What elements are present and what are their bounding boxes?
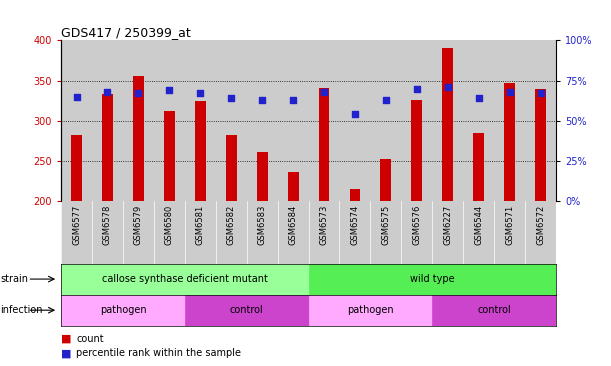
Text: GSM6580: GSM6580 [165,204,174,244]
Text: pathogen: pathogen [100,305,146,315]
Point [381,97,391,103]
Point [443,84,453,90]
Text: GSM6227: GSM6227 [443,204,452,244]
Bar [247,40,277,201]
Bar [164,111,175,201]
Bar [401,201,433,264]
Text: GSM6576: GSM6576 [412,204,422,245]
Text: pathogen: pathogen [347,305,393,315]
Text: control: control [230,305,263,315]
Bar [494,40,525,201]
Point [134,90,144,96]
Text: count: count [76,333,104,344]
Point [71,94,81,100]
Text: control: control [477,305,511,315]
Bar [309,264,556,295]
Text: GSM6575: GSM6575 [381,204,390,244]
Bar [309,295,433,326]
Point [505,89,514,95]
Text: callose synthase deficient mutant: callose synthase deficient mutant [102,274,268,284]
Text: ■: ■ [61,333,71,344]
Bar [309,40,340,201]
Bar [318,88,329,201]
Text: GSM6544: GSM6544 [474,204,483,244]
Bar [525,40,556,201]
Text: GSM6581: GSM6581 [196,204,205,244]
Bar [535,89,546,201]
Text: GSM6571: GSM6571 [505,204,514,244]
Point [474,95,483,101]
Bar [474,133,484,201]
Point [164,87,174,93]
Bar [257,152,268,201]
Bar [277,40,309,201]
Bar [442,48,453,201]
Bar [154,201,185,264]
Bar [340,40,370,201]
Text: infection: infection [1,305,43,315]
Point [412,86,422,92]
Point [257,97,267,103]
Point [103,89,112,95]
Bar [71,135,82,201]
Point [319,89,329,95]
Bar [463,40,494,201]
Bar [309,201,340,264]
Bar [277,201,309,264]
Bar [92,40,123,201]
Text: GSM6579: GSM6579 [134,204,143,244]
Bar [195,101,206,201]
Bar [154,40,185,201]
Text: strain: strain [1,274,29,284]
Point [196,90,205,96]
Text: GSM6578: GSM6578 [103,204,112,245]
Bar [61,201,92,264]
Point [288,97,298,103]
Bar [370,201,401,264]
Text: GSM6584: GSM6584 [288,204,298,244]
Bar [504,83,515,201]
Bar [525,201,556,264]
Bar [123,40,154,201]
Bar [216,201,247,264]
Bar [61,264,309,295]
Bar [185,201,216,264]
Bar [216,40,247,201]
Text: ■: ■ [61,348,71,358]
Point [536,90,546,96]
Bar [133,76,144,201]
Text: wild type: wild type [410,274,455,284]
Text: GSM6572: GSM6572 [536,204,545,244]
Bar [349,189,360,201]
Text: GDS417 / 250399_at: GDS417 / 250399_at [61,26,191,39]
Point [350,111,360,117]
Bar [288,172,299,201]
Bar [433,40,463,201]
Text: GSM6573: GSM6573 [320,204,329,245]
Text: GSM6582: GSM6582 [227,204,236,244]
Text: GSM6577: GSM6577 [72,204,81,245]
Bar [102,94,113,201]
Bar [494,201,525,264]
Bar [433,295,556,326]
Text: percentile rank within the sample: percentile rank within the sample [76,348,241,358]
Bar [185,40,216,201]
Bar [381,158,391,201]
Text: GSM6574: GSM6574 [351,204,359,244]
Bar [411,100,422,201]
Bar [433,201,463,264]
Bar [370,40,401,201]
Bar [463,201,494,264]
Bar [401,40,433,201]
Bar [340,201,370,264]
Bar [61,40,92,201]
Bar [61,295,185,326]
Bar [247,201,277,264]
Text: GSM6583: GSM6583 [258,204,266,245]
Bar [123,201,154,264]
Bar [226,135,236,201]
Bar [185,295,309,326]
Point [226,95,236,101]
Bar [92,201,123,264]
